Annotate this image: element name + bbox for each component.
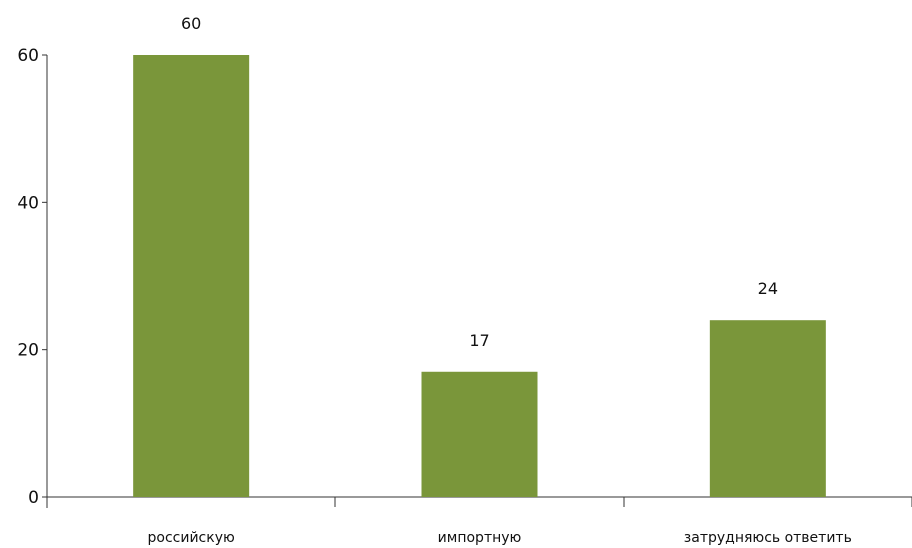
category-labels: российскую импортную затрудняюсь ответить bbox=[148, 530, 852, 546]
bar bbox=[133, 55, 250, 497]
y-axis: 0 20 40 60 bbox=[17, 46, 48, 508]
y-tick-label: 60 bbox=[17, 46, 39, 66]
category-label: российскую bbox=[148, 530, 235, 546]
category-label: импортную bbox=[438, 530, 522, 546]
y-tick-label: 0 bbox=[28, 488, 39, 508]
y-tick-label: 40 bbox=[17, 193, 39, 213]
data-label: 60 bbox=[181, 14, 201, 33]
data-labels: 60 17 24 bbox=[181, 14, 778, 350]
x-axis bbox=[47, 496, 912, 507]
y-ticks: 0 20 40 60 bbox=[17, 46, 47, 508]
category-label: затрудняюсь ответить bbox=[684, 530, 852, 546]
data-label: 17 bbox=[469, 331, 489, 350]
bar bbox=[709, 320, 826, 497]
bar bbox=[421, 371, 538, 497]
data-label: 24 bbox=[758, 279, 778, 298]
y-tick-label: 20 bbox=[17, 341, 39, 361]
x-ticks bbox=[334, 497, 912, 507]
bars bbox=[133, 55, 826, 497]
